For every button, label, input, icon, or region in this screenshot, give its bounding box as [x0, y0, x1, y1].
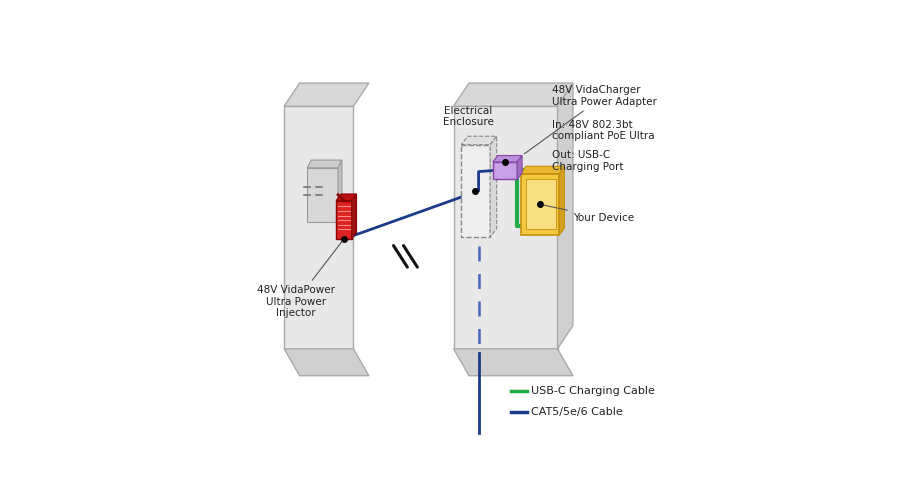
- Polygon shape: [454, 83, 573, 106]
- Polygon shape: [521, 174, 560, 235]
- Polygon shape: [493, 162, 518, 180]
- Polygon shape: [462, 136, 497, 144]
- Polygon shape: [518, 156, 522, 180]
- Polygon shape: [336, 200, 352, 239]
- Polygon shape: [336, 194, 356, 200]
- Polygon shape: [284, 83, 369, 106]
- Polygon shape: [284, 349, 369, 376]
- Polygon shape: [307, 168, 338, 222]
- Text: Out: USB-C
Charging Port: Out: USB-C Charging Port: [552, 150, 623, 172]
- Polygon shape: [493, 156, 522, 162]
- Text: Electrical
Enclosure: Electrical Enclosure: [443, 106, 493, 128]
- Polygon shape: [557, 83, 573, 349]
- Text: USB-C Charging Cable: USB-C Charging Cable: [531, 386, 654, 396]
- Text: CAT5/5e/6 Cable: CAT5/5e/6 Cable: [531, 408, 622, 418]
- Text: In: 48V 802.3bt
compliant PoE Ultra: In: 48V 802.3bt compliant PoE Ultra: [552, 120, 654, 142]
- Polygon shape: [560, 166, 564, 235]
- Polygon shape: [284, 106, 354, 349]
- Text: 48V VidaPower
Ultra Power
Injector: 48V VidaPower Ultra Power Injector: [256, 241, 342, 318]
- Polygon shape: [454, 349, 573, 376]
- Polygon shape: [352, 194, 356, 239]
- Polygon shape: [491, 136, 497, 237]
- Polygon shape: [338, 160, 342, 222]
- Polygon shape: [526, 178, 555, 230]
- Polygon shape: [462, 144, 490, 237]
- Text: Your Device: Your Device: [543, 205, 634, 223]
- Text: 48V VidaCharger
Ultra Power Adapter: 48V VidaCharger Ultra Power Adapter: [525, 85, 657, 154]
- Polygon shape: [521, 166, 564, 173]
- Polygon shape: [454, 106, 557, 349]
- Polygon shape: [307, 160, 342, 168]
